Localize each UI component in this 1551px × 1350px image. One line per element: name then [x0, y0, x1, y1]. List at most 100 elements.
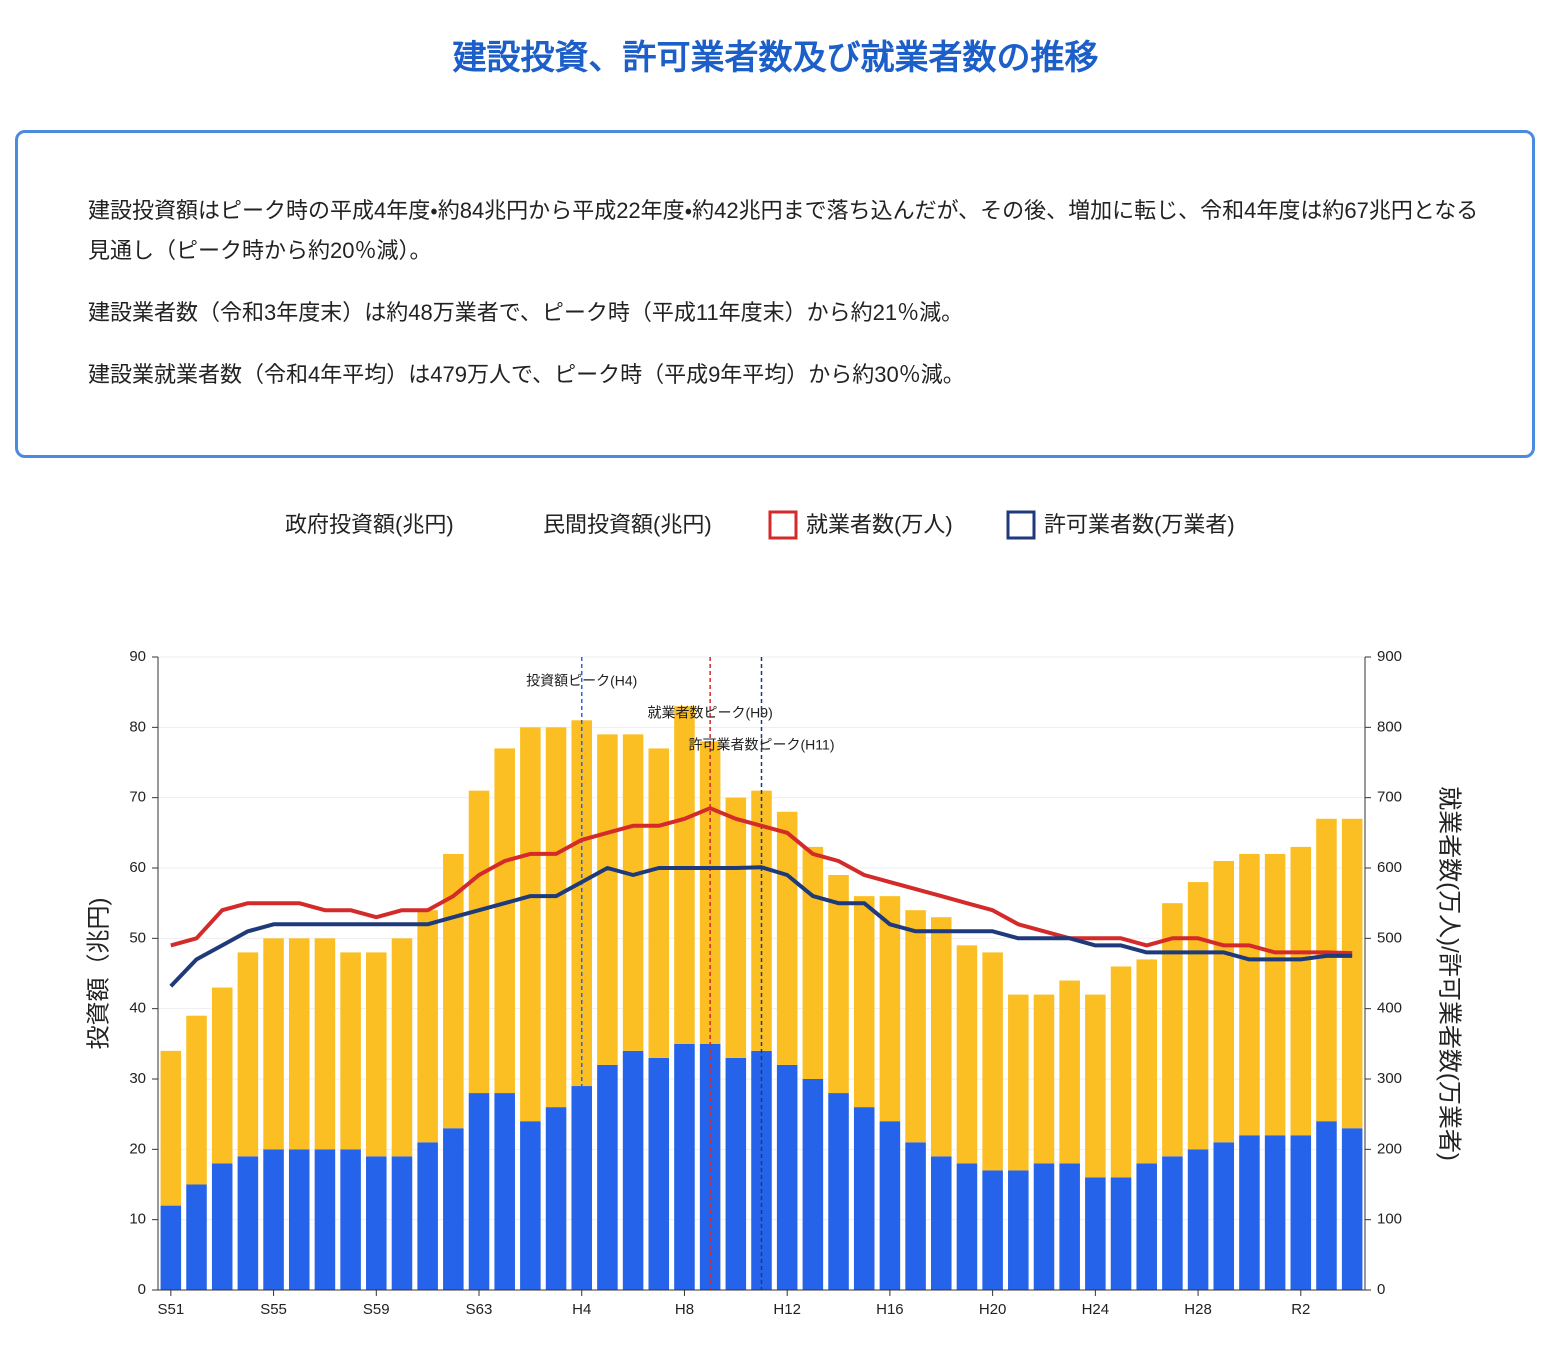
bar	[417, 1142, 438, 1290]
bar	[443, 1128, 464, 1290]
bar	[1008, 1170, 1029, 1290]
bar	[725, 1057, 747, 1290]
bar	[597, 1064, 618, 1290]
y2-tick-label: 200	[1377, 1140, 1402, 1157]
y2-tick-label: 800	[1377, 718, 1402, 735]
annotation-label: 就業者数ピーク(H9)	[648, 705, 773, 721]
bar	[930, 1156, 952, 1290]
x-tick-label: H24	[1082, 1301, 1110, 1318]
bar	[1290, 1135, 1312, 1290]
bar	[314, 938, 336, 1150]
x-tick-label: S51	[157, 1301, 184, 1318]
bar	[391, 938, 413, 1157]
x-tick-label: H16	[876, 1301, 904, 1318]
bar	[1136, 1163, 1157, 1290]
bar	[571, 1086, 593, 1290]
bar	[1341, 818, 1363, 1129]
bar	[853, 1107, 875, 1290]
bar	[674, 1043, 695, 1290]
y2-tick-label: 700	[1377, 789, 1402, 806]
bar	[905, 910, 926, 1143]
bar	[288, 938, 310, 1150]
bar	[1033, 994, 1055, 1164]
bar	[1033, 1163, 1055, 1290]
annotation-label: 許可業者数ピーク(H11)	[689, 737, 835, 753]
y-axis-title: 投資額（兆円)	[85, 898, 112, 1050]
bar	[520, 1121, 541, 1290]
bar	[956, 945, 978, 1164]
bar	[391, 1156, 413, 1290]
x-tick-label: H4	[572, 1301, 591, 1318]
bar	[1316, 1121, 1337, 1290]
y-tick-label: 20	[129, 1140, 146, 1157]
legend-label: 政府投資額(兆円)	[285, 512, 454, 537]
bar	[1264, 853, 1286, 1136]
bar	[648, 748, 670, 1058]
y2-tick-label: 100	[1377, 1211, 1402, 1228]
legend-label: 民間投資額(兆円)	[543, 512, 712, 537]
bar	[802, 846, 824, 1079]
x-tick-label: R2	[1291, 1301, 1310, 1318]
line-series	[169, 865, 1353, 988]
bar	[1110, 966, 1132, 1178]
bar	[699, 1043, 721, 1290]
y-tick-label: 0	[138, 1281, 146, 1298]
bar	[1059, 980, 1080, 1164]
y-tick-label: 80	[129, 718, 146, 735]
page-title: 建設投資、許可業者数及び就業者数の推移	[452, 39, 1099, 77]
x-tick-label: H8	[675, 1301, 694, 1318]
bar	[956, 1163, 978, 1290]
bar	[340, 1149, 361, 1290]
bar	[494, 748, 515, 1094]
bar	[802, 1079, 824, 1290]
bar	[443, 853, 464, 1129]
annotation-label: 投資額ピーク(H4)	[526, 673, 637, 689]
bar	[905, 1142, 926, 1290]
bar	[314, 1149, 336, 1290]
bar	[1110, 1177, 1132, 1290]
bar	[879, 1121, 901, 1290]
bar	[1085, 1177, 1106, 1290]
x-tick-label: S55	[260, 1301, 287, 1318]
bar	[1162, 1156, 1183, 1290]
legend-swatch	[1006, 510, 1036, 540]
bar	[597, 734, 618, 1065]
bar	[263, 938, 284, 1150]
bar	[982, 952, 1003, 1171]
y-tick-label: 40	[129, 1000, 146, 1017]
bar	[751, 790, 772, 1051]
bar	[828, 875, 849, 1094]
x-tick-label: H20	[979, 1301, 1007, 1318]
y-tick-label: 50	[129, 929, 146, 946]
bar	[160, 1050, 182, 1206]
y2-tick-label: 0	[1377, 1281, 1385, 1298]
legend-label: 許可業者数(万業者)	[1044, 512, 1235, 537]
y2-axis-title: 就業者数(万人)/許可業者数(万業者)	[1436, 786, 1463, 1161]
x-tick-label: S59	[363, 1301, 390, 1318]
bar	[545, 727, 567, 1108]
bar	[1136, 959, 1157, 1164]
bar	[1008, 994, 1029, 1171]
bar	[1290, 846, 1312, 1136]
bar	[828, 1093, 849, 1290]
x-tick-label: H12	[773, 1301, 801, 1318]
bar	[674, 706, 695, 1044]
bar	[417, 910, 438, 1143]
legend-label: 就業者数(万人)	[806, 512, 953, 537]
y2-tick-label: 900	[1377, 648, 1402, 665]
bar	[340, 952, 361, 1150]
y-tick-label: 10	[129, 1211, 146, 1228]
bar	[366, 1156, 387, 1290]
bar	[930, 917, 952, 1157]
bar	[648, 1057, 670, 1290]
bar	[1239, 1135, 1260, 1290]
bar	[520, 727, 541, 1122]
bar	[776, 811, 798, 1065]
bar	[186, 1015, 207, 1185]
bar	[468, 1093, 490, 1290]
bar	[237, 1156, 259, 1290]
y-tick-label: 70	[129, 789, 146, 806]
line-series	[170, 806, 1353, 956]
bar	[366, 952, 387, 1157]
